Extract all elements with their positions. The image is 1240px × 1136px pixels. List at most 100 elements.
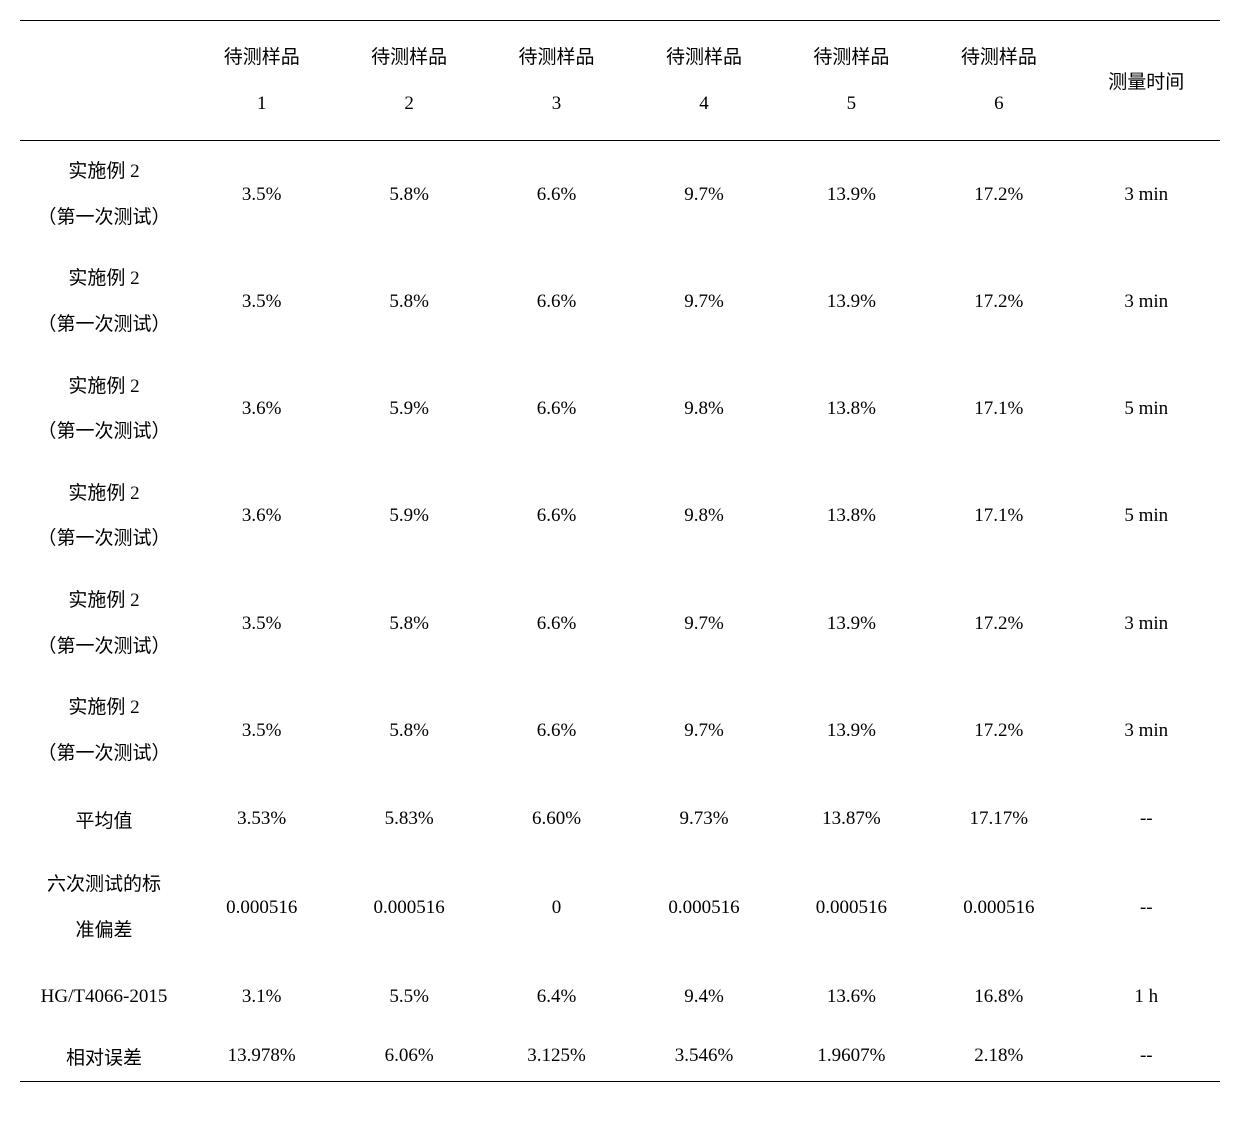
header-prefix-1: 待测样品 bbox=[224, 47, 300, 68]
error-label: 相对误差 bbox=[20, 1032, 188, 1082]
cell-value: 5.83% bbox=[335, 784, 482, 854]
average-label: 平均值 bbox=[20, 784, 188, 854]
cell-value: 0 bbox=[483, 854, 630, 961]
cell-value: 5.8% bbox=[335, 141, 482, 249]
hg-label: HG/T4066-2015 bbox=[20, 962, 188, 1032]
cell-value: 9.73% bbox=[630, 784, 777, 854]
row-label-line2: （第一次测试） bbox=[37, 743, 170, 764]
header-sample-6: 待测样品 6 bbox=[925, 21, 1072, 141]
cell-value: 5.8% bbox=[335, 570, 482, 677]
cell-time: -- bbox=[1073, 1032, 1220, 1082]
cell-time: 5 min bbox=[1073, 356, 1220, 463]
cell-time: 3 min bbox=[1073, 248, 1220, 355]
cell-value: 13.9% bbox=[778, 248, 925, 355]
row-label-line2: （第一次测试） bbox=[37, 207, 170, 228]
cell-value: 5.9% bbox=[335, 356, 482, 463]
cell-value: 17.17% bbox=[925, 784, 1072, 854]
cell-value: 0.000516 bbox=[630, 854, 777, 961]
header-num-5: 5 bbox=[847, 93, 857, 114]
row-label: 实施例 2 （第一次测试） bbox=[20, 463, 188, 570]
cell-value: 16.8% bbox=[925, 962, 1072, 1032]
cell-value: 6.6% bbox=[483, 356, 630, 463]
cell-value: 3.546% bbox=[630, 1032, 777, 1082]
cell-value: 0.000516 bbox=[188, 854, 335, 961]
cell-value: 17.1% bbox=[925, 356, 1072, 463]
cell-value: 9.8% bbox=[630, 463, 777, 570]
std-row: 六次测试的标准偏差0.0005160.00051600.0005160.0005… bbox=[20, 854, 1220, 961]
cell-value: 3.5% bbox=[188, 248, 335, 355]
cell-value: 17.1% bbox=[925, 463, 1072, 570]
table-row: 实施例 2（第一次测试）3.5%5.8%6.6%9.7%13.9%17.2%3 … bbox=[20, 141, 1220, 249]
cell-value: 9.7% bbox=[630, 677, 777, 784]
cell-value: 6.60% bbox=[483, 784, 630, 854]
row-label: 实施例 2 （第一次测试） bbox=[20, 570, 188, 677]
cell-value: 3.53% bbox=[188, 784, 335, 854]
row-label: 实施例 2（第一次测试） bbox=[20, 677, 188, 784]
cell-value: 13.8% bbox=[778, 356, 925, 463]
header-prefix-5: 待测样品 bbox=[813, 47, 889, 68]
cell-value: 17.2% bbox=[925, 570, 1072, 677]
header-prefix-6: 待测样品 bbox=[961, 47, 1037, 68]
error-row: 相对误差13.978%6.06%3.125%3.546%1.9607%2.18%… bbox=[20, 1032, 1220, 1082]
cell-value: 17.2% bbox=[925, 677, 1072, 784]
cell-value: 9.7% bbox=[630, 248, 777, 355]
cell-value: 17.2% bbox=[925, 248, 1072, 355]
average-row: 平均值3.53%5.83%6.60%9.73%13.87%17.17%-- bbox=[20, 784, 1220, 854]
cell-value: 13.978% bbox=[188, 1032, 335, 1082]
row-label-line1: 实施例 2 bbox=[68, 590, 139, 611]
cell-time: 3 min bbox=[1073, 141, 1220, 249]
table-row: 实施例 2（第一次测试）3.6%5.9%6.6%9.8%13.8%17.1%5 … bbox=[20, 463, 1220, 570]
cell-value: 0.000516 bbox=[778, 854, 925, 961]
std-label: 六次测试的标准偏差 bbox=[20, 854, 188, 961]
cell-value: 13.9% bbox=[778, 141, 925, 249]
row-label-line1: 实施例 2 bbox=[68, 483, 139, 504]
header-sample-2: 待测样品 2 bbox=[335, 21, 482, 141]
data-table: 待测样品 1 待测样品 2 待测样品 3 待测样品 4 待测样品 5 待测样品 … bbox=[20, 20, 1220, 1082]
cell-time: -- bbox=[1073, 854, 1220, 961]
cell-value: 2.18% bbox=[925, 1032, 1072, 1082]
row-label-line2: （第一次测试） bbox=[37, 421, 170, 442]
cell-value: 0.000516 bbox=[925, 854, 1072, 961]
cell-value: 9.7% bbox=[630, 570, 777, 677]
cell-value: 13.87% bbox=[778, 784, 925, 854]
row-label-line1: 实施例 2 bbox=[68, 268, 139, 289]
header-num-4: 4 bbox=[699, 93, 709, 114]
row-label-line2: （第一次测试） bbox=[37, 528, 170, 549]
table-row: 实施例 2（第一次测试）3.5%5.8%6.6%9.7%13.9%17.2%3 … bbox=[20, 677, 1220, 784]
cell-value: 6.6% bbox=[483, 570, 630, 677]
cell-value: 6.6% bbox=[483, 248, 630, 355]
header-num-1: 1 bbox=[257, 93, 267, 114]
cell-value: 3.1% bbox=[188, 962, 335, 1032]
std-label-line1: 六次测试的标 bbox=[47, 874, 161, 895]
header-prefix-4: 待测样品 bbox=[666, 47, 742, 68]
header-prefix-2: 待测样品 bbox=[371, 47, 447, 68]
cell-value: 0.000516 bbox=[335, 854, 482, 961]
cell-value: 17.2% bbox=[925, 141, 1072, 249]
cell-time: 3 min bbox=[1073, 570, 1220, 677]
cell-value: 6.6% bbox=[483, 141, 630, 249]
header-empty bbox=[20, 21, 188, 141]
cell-value: 5.5% bbox=[335, 962, 482, 1032]
cell-time: 5 min bbox=[1073, 463, 1220, 570]
std-label-line2: 准偏差 bbox=[75, 920, 132, 941]
row-label: 实施例 2（第一次测试） bbox=[20, 141, 188, 249]
cell-value: 3.6% bbox=[188, 463, 335, 570]
cell-value: 13.9% bbox=[778, 677, 925, 784]
cell-value: 6.6% bbox=[483, 677, 630, 784]
cell-value: 13.9% bbox=[778, 570, 925, 677]
header-num-6: 6 bbox=[994, 93, 1004, 114]
row-label: 实施例 2（第一次测试） bbox=[20, 248, 188, 355]
cell-value: 3.5% bbox=[188, 677, 335, 784]
cell-value: 13.6% bbox=[778, 962, 925, 1032]
header-sample-4: 待测样品 4 bbox=[630, 21, 777, 141]
table-header-row: 待测样品 1 待测样品 2 待测样品 3 待测样品 4 待测样品 5 待测样品 … bbox=[20, 21, 1220, 141]
cell-value: 6.6% bbox=[483, 463, 630, 570]
header-sample-5: 待测样品 5 bbox=[778, 21, 925, 141]
cell-time: 3 min bbox=[1073, 677, 1220, 784]
cell-value: 13.8% bbox=[778, 463, 925, 570]
cell-time: -- bbox=[1073, 784, 1220, 854]
hg-row: HG/T4066-20153.1%5.5%6.4%9.4%13.6%16.8%1… bbox=[20, 962, 1220, 1032]
header-sample-3: 待测样品 3 bbox=[483, 21, 630, 141]
row-label-line2: （第一次测试） bbox=[37, 636, 170, 657]
cell-value: 1.9607% bbox=[778, 1032, 925, 1082]
